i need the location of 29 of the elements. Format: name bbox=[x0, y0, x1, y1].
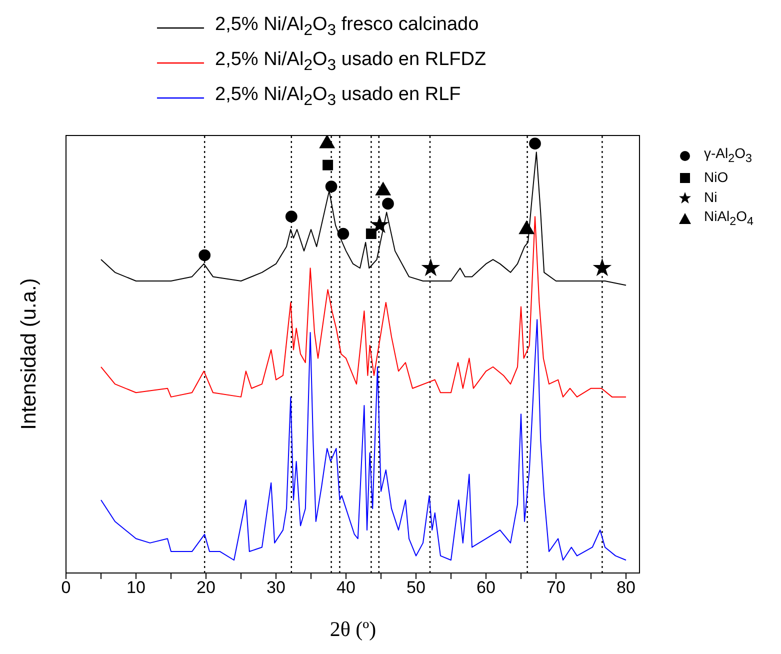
point bbox=[370, 215, 390, 234]
point bbox=[382, 198, 394, 210]
legend-label: 2,5% Ni/Al$_{2}$O$_{3}$ usado en RLF bbox=[215, 83, 461, 111]
x-tick-label: 50 bbox=[406, 578, 426, 598]
legend-label: NiO bbox=[704, 168, 728, 188]
legend-label: Ni bbox=[704, 188, 718, 207]
point bbox=[421, 258, 440, 276]
x-tick-label: 0 bbox=[61, 578, 71, 598]
legend-label: 2,5% Ni/Al$_{2}$O$_{3}$ fresco calcinado bbox=[215, 13, 479, 41]
point bbox=[325, 180, 338, 192]
point bbox=[285, 210, 298, 222]
x-axis-title: 2θ (º) bbox=[330, 617, 376, 641]
x-tick-label: 30 bbox=[266, 578, 286, 598]
x-tick-label: 20 bbox=[196, 578, 216, 598]
y-axis-title: Intensidad (u.a.) bbox=[17, 278, 40, 430]
x-tick-label: 70 bbox=[546, 578, 566, 598]
x-tick-label: 80 bbox=[616, 578, 636, 598]
point bbox=[337, 228, 350, 240]
point bbox=[592, 258, 612, 276]
point bbox=[366, 228, 376, 240]
point bbox=[322, 160, 334, 170]
x-tick-label: 60 bbox=[476, 578, 496, 598]
legend-label: 2,5% Ni/Al$_{2}$O$_{3}$ usado en RLFDZ bbox=[215, 48, 486, 76]
legend-label: NiAl$_{2}$O$_{4}$ bbox=[704, 207, 754, 230]
x-tick-label: 10 bbox=[126, 578, 146, 598]
point bbox=[529, 138, 541, 150]
x-tick-label: 40 bbox=[336, 578, 356, 598]
legend-label: γ-Al$_{2}$O$_{3}$ bbox=[704, 144, 752, 167]
point bbox=[198, 249, 211, 262]
